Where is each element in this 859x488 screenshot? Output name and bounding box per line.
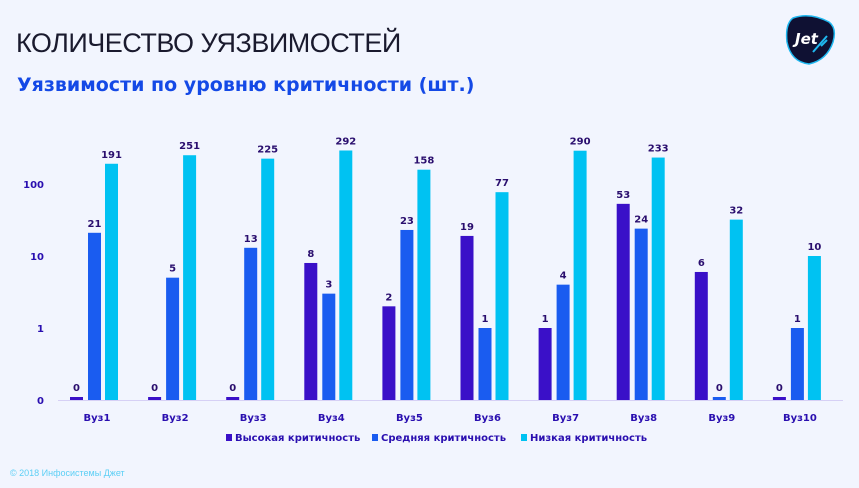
y-tick-label: 1 — [37, 324, 44, 335]
bar-2 — [790, 328, 804, 400]
data-label: 21 — [88, 219, 102, 230]
data-label: 0 — [73, 383, 80, 394]
bar-1 — [70, 397, 83, 400]
bar-chart: 0110100Вуз1021191Вуз205251Вуз3013225Вуз4… — [23, 136, 843, 444]
bar-3 — [417, 169, 431, 400]
x-tick-label: Вуз3 — [240, 413, 267, 424]
bar-1 — [694, 271, 708, 400]
bar-1 — [382, 306, 396, 400]
data-label: 251 — [179, 141, 200, 152]
bar-2 — [634, 228, 648, 400]
bar-3 — [807, 256, 821, 400]
x-tick-label: Вуз7 — [552, 413, 579, 424]
bar-3 — [105, 163, 118, 400]
data-label: 4 — [560, 271, 567, 282]
bar-2 — [478, 328, 492, 400]
page-title: КОЛИЧЕСТВО УЯЗВИМОСТЕЙ — [16, 28, 401, 58]
x-tick-label: Вуз4 — [318, 413, 345, 424]
data-label: 0 — [151, 383, 158, 394]
y-tick-label: 0 — [37, 396, 44, 407]
data-label: 5 — [169, 264, 176, 275]
x-tick-label: Вуз9 — [708, 413, 735, 424]
copyright-footer: © 2018 Инфосистемы Джет — [10, 468, 125, 478]
bar-1 — [148, 397, 162, 400]
bar-2 — [556, 284, 570, 400]
data-label: 19 — [460, 222, 474, 233]
chart-title: Уязвимости по уровню критичности (шт.) — [17, 74, 475, 96]
x-tick-label: Вуз10 — [783, 413, 817, 424]
bar-3 — [339, 150, 353, 400]
legend-label: Средняя критичность — [381, 433, 506, 444]
legend-swatch — [521, 434, 527, 441]
data-label: 6 — [698, 258, 705, 269]
data-label: 77 — [495, 178, 509, 189]
data-label: 8 — [307, 249, 314, 260]
data-label: 24 — [634, 215, 648, 226]
bar-3 — [183, 155, 197, 400]
bar-1 — [226, 397, 240, 400]
x-tick-label: Вуз1 — [84, 413, 111, 424]
bar-1 — [304, 262, 318, 400]
legend-swatch — [372, 434, 378, 441]
data-label: 191 — [101, 150, 122, 161]
data-label: 0 — [716, 383, 723, 394]
legend-label: Высокая критичность — [235, 433, 360, 444]
svg-text:Jet: Jet — [792, 30, 819, 48]
data-label: 290 — [570, 137, 591, 148]
x-tick-label: Вуз5 — [396, 413, 423, 424]
data-label: 23 — [400, 216, 414, 227]
y-tick-label: 100 — [23, 180, 44, 191]
bar-2 — [322, 293, 336, 400]
x-tick-label: Вуз6 — [474, 413, 501, 424]
bar-2 — [88, 232, 101, 400]
data-label: 3 — [325, 280, 332, 291]
legend-swatch — [226, 434, 232, 441]
bar-2 — [244, 247, 258, 400]
data-label: 1 — [542, 314, 549, 325]
data-label: 32 — [729, 206, 743, 217]
data-label: 0 — [776, 383, 783, 394]
bar-3 — [573, 150, 587, 400]
y-tick-label: 10 — [30, 252, 44, 263]
data-label: 292 — [335, 136, 356, 147]
x-tick-label: Вуз8 — [630, 413, 657, 424]
data-label: 0 — [229, 383, 236, 394]
jet-logo: Jet — [783, 12, 837, 66]
data-label: 2 — [385, 292, 392, 303]
x-tick-label: Вуз2 — [162, 413, 189, 424]
data-label: 233 — [648, 144, 669, 155]
bar-3 — [261, 158, 275, 400]
bar-1 — [460, 235, 474, 400]
bar-2 — [166, 277, 180, 400]
data-label: 10 — [807, 242, 821, 253]
data-label: 1 — [794, 314, 801, 325]
bar-3 — [495, 192, 509, 400]
bar-1 — [538, 328, 552, 400]
data-label: 13 — [244, 234, 258, 245]
bar-1 — [616, 203, 630, 400]
data-label: 53 — [616, 190, 630, 201]
bar-1 — [772, 397, 786, 400]
bar-2 — [712, 397, 726, 400]
bar-2 — [400, 229, 414, 400]
data-label: 158 — [413, 156, 434, 167]
data-label: 225 — [257, 145, 278, 156]
legend-label: Низкая критичность — [530, 433, 647, 444]
bar-3 — [729, 219, 743, 400]
data-label: 1 — [482, 314, 489, 325]
bar-3 — [651, 157, 665, 400]
